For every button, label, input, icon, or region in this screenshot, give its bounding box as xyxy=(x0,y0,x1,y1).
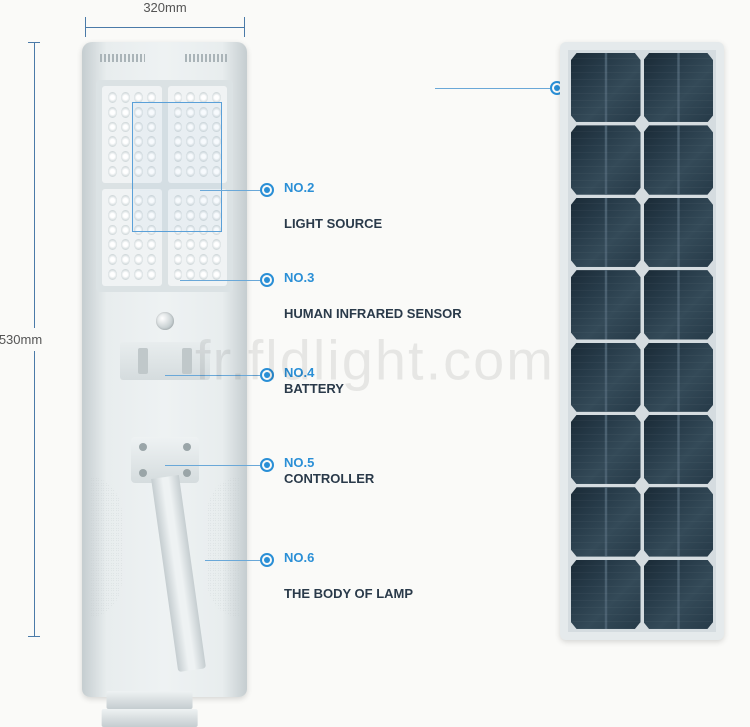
solar-cell xyxy=(571,415,641,484)
dimension-height-label: 530mm xyxy=(0,328,42,351)
solar-cell xyxy=(571,53,641,122)
solar-panel xyxy=(560,42,724,640)
callout-label: THE BODY OF LAMP xyxy=(284,586,413,602)
solar-cell xyxy=(644,415,714,484)
callout-5: NO.5 CONTROLLER xyxy=(260,455,374,488)
bolt-icon xyxy=(139,443,147,451)
side-vent-right xyxy=(207,477,239,617)
solar-cell xyxy=(571,560,641,629)
solar-cell xyxy=(571,270,641,339)
callout-number: NO.6 xyxy=(284,550,413,566)
mount-tube xyxy=(151,475,206,672)
dimension-width-label: 320mm xyxy=(85,0,245,15)
callout-6: NO.6 THE BODY OF LAMP xyxy=(260,550,413,603)
vent-left xyxy=(100,54,145,62)
callout-label: CONTROLLER xyxy=(284,471,374,487)
callout-dot-icon xyxy=(260,183,274,197)
callout-label: BATTERY xyxy=(284,381,344,397)
solar-cell xyxy=(571,198,641,267)
callout-text: NO.3 HUMAN INFRARED SENSOR xyxy=(284,270,462,323)
solar-cell xyxy=(644,198,714,267)
top-vents xyxy=(100,54,229,68)
dimension-height: 530mm xyxy=(0,42,45,637)
callout-number: NO.2 xyxy=(284,180,382,196)
callout-number: NO.5 xyxy=(284,455,366,471)
callout-number: NO.4 xyxy=(284,365,336,381)
callout-dot-icon xyxy=(260,553,274,567)
mount-base xyxy=(106,691,192,709)
bolt-icon xyxy=(139,469,147,477)
solar-cell xyxy=(571,487,641,556)
dimension-width-arrow xyxy=(85,17,245,37)
callout-lead-line xyxy=(435,88,550,89)
bolt-icon xyxy=(183,469,191,477)
watermark-text: fr.fldlight.com xyxy=(195,328,555,393)
callout-text: NO.2 LIGHT SOURCE xyxy=(284,180,382,233)
solar-cell xyxy=(644,560,714,629)
callout-text: NO.6 THE BODY OF LAMP xyxy=(284,550,413,603)
callout-label: LIGHT SOURCE xyxy=(284,216,382,232)
callout-4: NO.4 BATTERY xyxy=(260,365,344,398)
solar-cell xyxy=(644,487,714,556)
side-vent-left xyxy=(90,477,122,617)
infrared-sensor xyxy=(156,312,174,330)
solar-cell xyxy=(644,125,714,194)
light-source-highlight xyxy=(132,102,222,232)
solar-cell xyxy=(644,270,714,339)
bolt-icon xyxy=(183,443,191,451)
callout-text: NO.4 BATTERY xyxy=(284,365,344,398)
vent-right xyxy=(185,54,230,62)
callout-lead-line xyxy=(180,280,260,281)
dimension-width: 320mm xyxy=(85,0,245,37)
callout-2: NO.2 LIGHT SOURCE xyxy=(260,180,382,233)
lamp-body-front xyxy=(82,42,247,697)
callout-3: NO.3 HUMAN INFRARED SENSOR xyxy=(260,270,462,323)
callout-lead-line xyxy=(165,465,260,466)
callout-text: NO.5 CONTROLLER xyxy=(284,455,374,488)
callout-label: HUMAN INFRARED SENSOR xyxy=(284,306,462,322)
mount-base xyxy=(101,709,197,727)
callout-lead-line xyxy=(205,560,260,561)
callout-number: NO.3 xyxy=(284,270,462,286)
callout-lead-line xyxy=(200,190,260,191)
mount-arm xyxy=(130,437,200,667)
solar-cell xyxy=(644,343,714,412)
callout-dot-icon xyxy=(260,458,274,472)
callout-lead-line xyxy=(165,375,260,376)
solar-cell xyxy=(571,343,641,412)
callout-dot-icon xyxy=(260,273,274,287)
callout-dot-icon xyxy=(260,368,274,382)
solar-cell xyxy=(571,125,641,194)
solar-cell xyxy=(644,53,714,122)
